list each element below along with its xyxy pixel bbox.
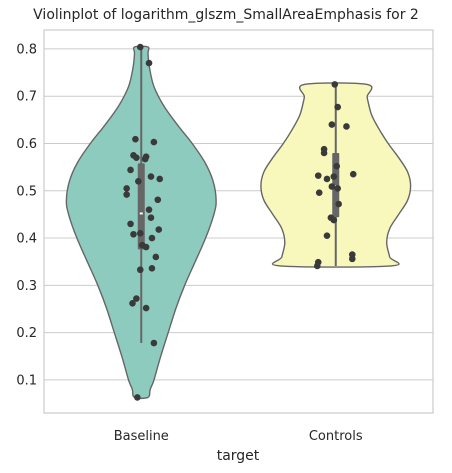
data-point-controls bbox=[313, 262, 321, 270]
data-point-controls bbox=[333, 162, 341, 170]
violins bbox=[65, 45, 412, 400]
data-point-controls bbox=[334, 185, 341, 192]
data-point-baseline bbox=[148, 234, 156, 242]
data-point-baseline bbox=[150, 138, 158, 146]
y-tick-label: 0.7 bbox=[16, 90, 37, 105]
y-tick-label: 0.4 bbox=[16, 232, 37, 247]
data-point-baseline bbox=[145, 206, 153, 213]
data-point-controls bbox=[323, 232, 331, 239]
y-tick-label: 0.1 bbox=[16, 373, 37, 388]
data-point-baseline bbox=[145, 59, 153, 67]
y-tick-label: 0.3 bbox=[16, 279, 37, 294]
data-point-controls bbox=[349, 170, 357, 178]
y-tick-label: 0.6 bbox=[16, 137, 37, 152]
data-point-controls bbox=[328, 183, 336, 190]
data-point-baseline bbox=[135, 178, 142, 185]
data-point-baseline bbox=[130, 230, 137, 238]
data-point-baseline bbox=[136, 230, 144, 237]
data-point-baseline bbox=[147, 173, 155, 180]
data-point-controls bbox=[348, 255, 356, 263]
data-point-baseline bbox=[127, 220, 134, 228]
x-axis-label: target bbox=[217, 448, 260, 464]
data-point-controls bbox=[320, 149, 328, 157]
iqr-box-baseline bbox=[137, 163, 145, 250]
data-point-baseline bbox=[148, 265, 156, 272]
data-point-baseline bbox=[154, 196, 162, 204]
median-marker-baseline bbox=[139, 212, 143, 215]
y-axis-ticks: 0.1 0.2 0.3 0.4 0.5 0.6 0.7 0.8 bbox=[16, 42, 37, 388]
data-point-baseline bbox=[127, 166, 134, 174]
data-point-baseline bbox=[142, 243, 150, 251]
data-point-controls bbox=[328, 121, 336, 128]
data-point-controls bbox=[314, 172, 322, 179]
plot-frame bbox=[43, 29, 434, 414]
x-axis-ticks: Baseline Controls bbox=[114, 429, 363, 444]
data-point-controls bbox=[331, 81, 339, 88]
data-point-controls bbox=[315, 189, 323, 196]
data-point-controls bbox=[323, 175, 331, 183]
data-point-baseline bbox=[134, 394, 141, 401]
data-point-controls bbox=[330, 173, 338, 180]
data-point-baseline bbox=[129, 300, 136, 307]
data-point-baseline bbox=[156, 175, 164, 183]
data-point-baseline bbox=[141, 155, 149, 163]
y-tick-label: 0.2 bbox=[16, 326, 37, 341]
data-point-baseline bbox=[147, 214, 155, 222]
data-point-baseline bbox=[123, 185, 130, 192]
y-tick-label: 0.5 bbox=[16, 184, 37, 199]
data-point-baseline bbox=[152, 253, 160, 261]
data-point-baseline bbox=[150, 339, 158, 347]
data-point-baseline bbox=[132, 135, 139, 143]
data-point-baseline bbox=[136, 43, 144, 51]
data-point-controls bbox=[334, 103, 341, 111]
data-point-controls bbox=[335, 200, 342, 208]
data-point-controls bbox=[330, 216, 338, 224]
x-tick-label-controls: Controls bbox=[309, 429, 363, 444]
data-point-baseline bbox=[133, 295, 140, 302]
data-points bbox=[123, 43, 357, 401]
y-tick-label: 0.8 bbox=[16, 42, 37, 57]
data-point-baseline bbox=[133, 154, 140, 161]
data-point-baseline bbox=[136, 266, 144, 274]
data-point-baseline bbox=[155, 226, 163, 233]
chart-title: Violinplot of logarithm_glszm_SmallAreaE… bbox=[33, 7, 419, 23]
data-point-baseline bbox=[142, 304, 150, 312]
data-point-controls bbox=[343, 123, 350, 130]
data-point-baseline bbox=[123, 191, 130, 198]
x-tick-label-baseline: Baseline bbox=[114, 429, 169, 444]
